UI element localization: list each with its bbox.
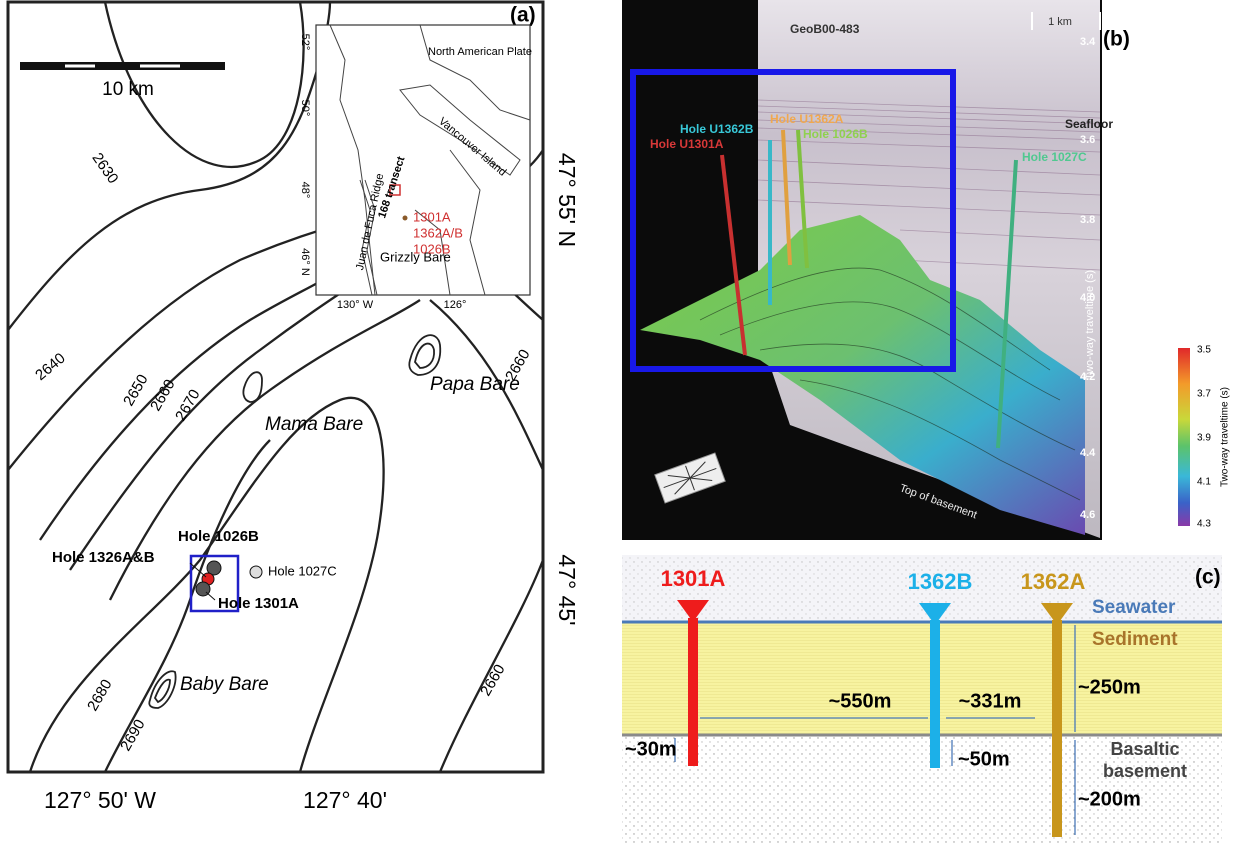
scale-bar xyxy=(65,65,95,68)
lat-label: 47° 55' N xyxy=(554,153,580,247)
distance-label: ~50m xyxy=(958,748,1010,770)
inset-tick: 52° xyxy=(299,34,311,51)
panel-c: 1301A 1362B 1362A (c) Seawater Sediment … xyxy=(622,555,1222,845)
scale-label: 10 km xyxy=(102,79,154,100)
layer-label-box: Basaltic basement xyxy=(1085,738,1205,788)
scale-bar xyxy=(20,62,225,70)
axis-title: Two-way traveltime (s) xyxy=(1084,270,1096,380)
hole-label: Hole U1362A xyxy=(770,112,844,126)
colorbar-tick: 3.5 xyxy=(1197,345,1211,356)
layer-label: Sediment xyxy=(1092,629,1178,650)
distance-label: ~250m xyxy=(1078,676,1141,698)
distance-label: ~550m xyxy=(829,690,892,712)
lat-label: 47° 45' xyxy=(554,554,580,625)
hole-label: Hole 1027C xyxy=(268,563,337,578)
well xyxy=(930,620,940,768)
layer-label: Seawater xyxy=(1092,597,1176,618)
figure: 10 km (a) 2630 2640 2650 2660 2670 2680 … xyxy=(0,0,1241,846)
hole-label: Hole U1362B xyxy=(680,122,754,136)
distance-label: ~30m xyxy=(625,738,677,760)
feature-label: Mama Bare xyxy=(265,414,363,435)
lon-label: 127° 40' xyxy=(303,787,387,813)
hole-marker xyxy=(250,566,262,578)
hole-label: Hole 1026B xyxy=(178,528,259,545)
axis-tick: 4.4 xyxy=(1080,447,1096,459)
panel-label: (a) xyxy=(510,4,536,27)
colorbar-tick: 3.9 xyxy=(1197,433,1211,444)
page: 10 km (a) 2630 2640 2650 2660 2670 2680 … xyxy=(0,0,1241,846)
inset-tick: 50° xyxy=(299,100,311,117)
seafloor-label: Seafloor xyxy=(1065,117,1113,131)
layer-label: Basaltic basement xyxy=(1085,738,1205,782)
scale-bar xyxy=(140,65,180,68)
well-label: 1362B xyxy=(908,569,973,594)
feature-label: Baby Bare xyxy=(180,674,269,695)
lon-label: 127° 50' W xyxy=(44,787,156,813)
hole-label: Hole U1301A xyxy=(650,137,724,151)
hole-label: Hole 1301A xyxy=(218,595,299,612)
inset-map: North American Plate Vancouver Island Ju… xyxy=(299,25,532,311)
feature-label: Papa Bare xyxy=(430,374,520,395)
inset-tick: 46° N xyxy=(299,248,311,276)
inset-tick: 130° W xyxy=(337,299,374,311)
inset-site xyxy=(403,216,408,221)
axis-tick: 4.6 xyxy=(1080,509,1095,521)
distance-label: ~331m xyxy=(959,690,1022,712)
hole-label: Hole 1026B xyxy=(803,127,868,141)
profile-label: GeoB00-483 xyxy=(790,22,860,36)
hole-label: Hole 1027C xyxy=(1022,150,1087,164)
axis-tick: 3.6 xyxy=(1080,134,1095,146)
colorbar-tick: 3.7 xyxy=(1197,389,1211,400)
colorbar-tick: 4.3 xyxy=(1197,519,1211,530)
panel-b: Hole U1362B Hole U1362A Hole U1301A Hole… xyxy=(622,0,1231,540)
panel-label: (c) xyxy=(1195,566,1221,589)
colorbar-tick: 4.1 xyxy=(1197,477,1211,488)
well xyxy=(688,618,698,766)
inset-label: North American Plate xyxy=(428,46,532,58)
inset-site-label: 1301A xyxy=(413,209,451,224)
distance-label: ~200m xyxy=(1078,788,1141,810)
inset-site-label: 1026B xyxy=(413,241,451,256)
axis-tick: 3.8 xyxy=(1080,214,1095,226)
axis-tick: 3.4 xyxy=(1080,36,1096,48)
inset-tick: 126° xyxy=(444,299,467,311)
panel-a: 10 km (a) 2630 2640 2650 2660 2670 2680 … xyxy=(8,2,580,813)
panel-label: (b) xyxy=(1103,28,1130,51)
inset-tick: 48° xyxy=(299,182,311,199)
hole-label: Hole 1326A&B xyxy=(52,549,155,566)
colorbar xyxy=(1178,348,1190,526)
colorbar-title: Two-way traveltime (s) xyxy=(1220,387,1231,487)
scale-label: 1 km xyxy=(1048,16,1072,28)
well-label: 1362A xyxy=(1021,569,1086,594)
well-label: 1301A xyxy=(661,566,726,591)
inset-site-label: 1362A/B xyxy=(413,225,463,240)
well xyxy=(1052,620,1062,837)
